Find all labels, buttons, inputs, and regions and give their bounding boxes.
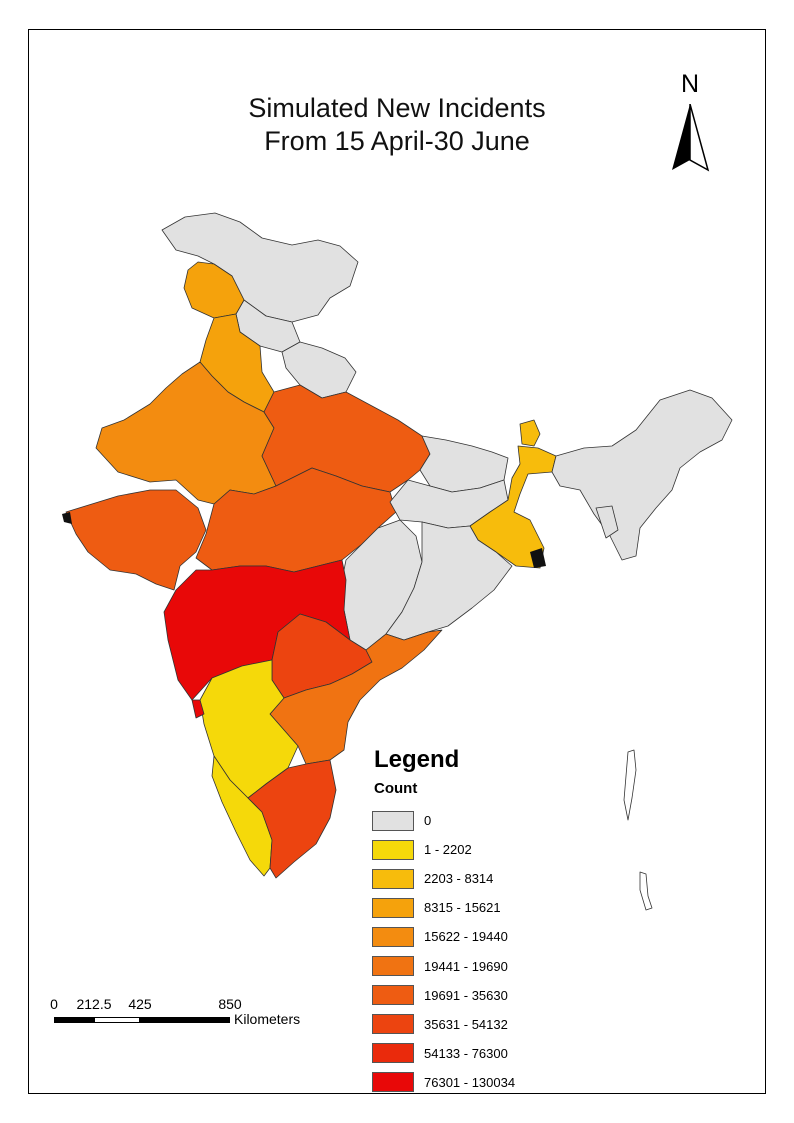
region-tripura[interactable] bbox=[595, 505, 619, 539]
region-uttar-pradesh[interactable] bbox=[261, 384, 431, 493]
legend-title: Legend bbox=[374, 746, 460, 773]
region-uttarakhand[interactable] bbox=[281, 341, 357, 399]
legend-label: 0 bbox=[424, 813, 432, 829]
legend-label: 2203 - 8314 bbox=[424, 871, 494, 887]
region-karnataka[interactable] bbox=[199, 659, 299, 799]
legend-row: 8315 - 15621 bbox=[372, 893, 572, 922]
legend-swatch bbox=[372, 926, 414, 947]
legend-row: 35631 - 54132 bbox=[372, 1010, 572, 1039]
legend-row: 2203 - 8314 bbox=[372, 864, 572, 893]
legend-swatch bbox=[372, 1014, 414, 1035]
legend-label: 54133 - 76300 bbox=[424, 1045, 508, 1061]
legend-swatch bbox=[372, 839, 414, 860]
coast-detail-kutch bbox=[62, 512, 72, 524]
region-andhra-pradesh[interactable] bbox=[269, 629, 443, 765]
legend-swatch bbox=[372, 868, 414, 889]
scale-segment-1 bbox=[54, 1017, 94, 1023]
coast-detail-sundarbans bbox=[530, 548, 546, 568]
scale-tick-1: 212.5 bbox=[76, 996, 112, 1012]
legend-row: 19691 - 35630 bbox=[372, 981, 572, 1010]
region-nicobar-islands[interactable] bbox=[639, 871, 653, 911]
legend: Legend Count 0 1 - 2202 2203 - 8314 8315 - … bbox=[372, 746, 572, 1097]
scale-tick-3: 850 bbox=[218, 996, 242, 1012]
legend-swatch bbox=[372, 897, 414, 918]
scale-tick-0: 0 bbox=[50, 996, 58, 1012]
region-odisha[interactable] bbox=[385, 521, 513, 641]
legend-swatch bbox=[372, 985, 414, 1006]
region-kerala[interactable] bbox=[211, 755, 273, 877]
legend-subtitle: Count bbox=[374, 780, 418, 797]
region-andaman-islands[interactable] bbox=[623, 749, 637, 821]
legend-row: 0 bbox=[372, 806, 572, 835]
north-arrow-icon bbox=[672, 104, 710, 172]
legend-label: 19691 - 35630 bbox=[424, 987, 508, 1003]
map-frame bbox=[28, 29, 766, 1094]
legend-label: 1 - 2202 bbox=[424, 842, 472, 858]
legend-row: 54133 - 76300 bbox=[372, 1039, 572, 1068]
legend-swatch bbox=[372, 1043, 414, 1064]
legend-rows: 0 1 - 2202 2203 - 8314 8315 - 15621 15622 - … bbox=[372, 806, 572, 1097]
map-title-line-2: From 15 April-30 June bbox=[264, 126, 530, 156]
scale-bar: 0 212.5 425 850 Kilometers bbox=[50, 996, 330, 1036]
legend-swatch bbox=[372, 956, 414, 977]
legend-label: 15622 - 19440 bbox=[424, 929, 508, 945]
map-title: Simulated New Incidents From 15 April-30… bbox=[130, 92, 664, 158]
legend-row: 19441 - 19690 bbox=[372, 951, 572, 980]
legend-label: 35631 - 54132 bbox=[424, 1016, 508, 1032]
legend-swatch bbox=[372, 810, 414, 831]
north-arrow: N bbox=[664, 70, 716, 174]
map-title-line-1: Simulated New Incidents bbox=[248, 93, 546, 123]
legend-label: 19441 - 19690 bbox=[424, 958, 508, 974]
legend-label: 8315 - 15621 bbox=[424, 900, 501, 916]
region-northeast[interactable] bbox=[551, 389, 733, 561]
scale-segment-2 bbox=[94, 1017, 140, 1023]
legend-row: 1 - 2202 bbox=[372, 835, 572, 864]
scale-segment-3 bbox=[140, 1017, 230, 1023]
region-gujarat[interactable] bbox=[65, 489, 207, 591]
north-letter: N bbox=[680, 70, 700, 98]
legend-row: 15622 - 19440 bbox=[372, 922, 572, 951]
legend-label: 76301 - 130034 bbox=[424, 1074, 516, 1090]
region-tamil-nadu[interactable] bbox=[247, 759, 337, 879]
region-goa[interactable] bbox=[191, 699, 205, 719]
region-sikkim[interactable] bbox=[519, 419, 541, 447]
scale-tick-2: 425 bbox=[128, 996, 152, 1012]
scale-units: Kilometers bbox=[234, 1011, 301, 1027]
legend-row: 76301 - 130034 bbox=[372, 1068, 572, 1097]
region-rajasthan[interactable] bbox=[95, 361, 277, 505]
legend-swatch bbox=[372, 1072, 414, 1093]
